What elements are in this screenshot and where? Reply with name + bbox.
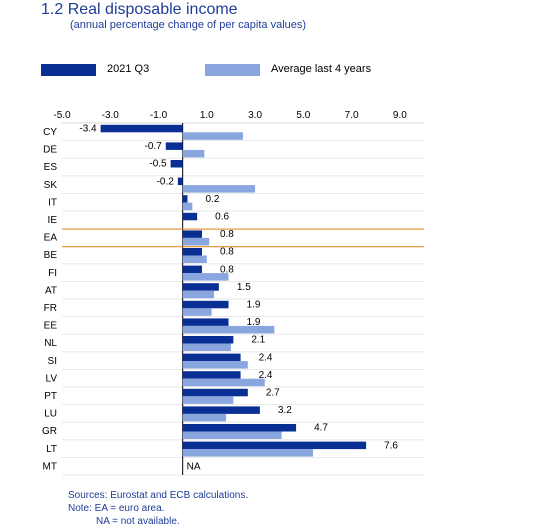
x-tick-label: 1.0 — [200, 110, 214, 121]
data-label: 1.9 — [247, 300, 261, 311]
bar-2021q3 — [182, 230, 202, 238]
bar-average — [182, 290, 215, 299]
x-tick-label: 7.0 — [345, 110, 359, 121]
bar-average — [182, 149, 205, 158]
data-label: 0.8 — [220, 264, 234, 275]
bar-average — [182, 185, 256, 193]
category-label: SI — [48, 356, 57, 367]
bar-average — [182, 237, 210, 246]
x-tick-label: 5.0 — [296, 110, 310, 121]
category-label: MT — [43, 461, 57, 472]
category-label: DE — [43, 145, 57, 156]
category-label: LU — [44, 409, 57, 420]
x-tick-label: -1.0 — [150, 110, 168, 121]
category-label: NL — [44, 338, 57, 349]
data-label: 0.2 — [205, 194, 219, 205]
chart-title: 1.2 Real disposable income — [41, 1, 238, 18]
data-label: -0.2 — [157, 176, 175, 187]
category-label: GR — [42, 426, 57, 437]
bar-2021q3 — [182, 336, 234, 344]
category-label: IT — [48, 197, 57, 208]
bar-average — [182, 202, 193, 211]
note-na-text: NA = not available. — [96, 516, 180, 527]
category-label: PT — [44, 391, 57, 402]
category-label: EA — [44, 233, 58, 244]
category-label: IE — [48, 215, 58, 226]
bar-2021q3 — [100, 124, 183, 133]
bar-2021q3 — [182, 424, 297, 432]
bar-2021q3 — [170, 160, 183, 168]
data-label: 3.2 — [278, 405, 292, 416]
category-label: CY — [43, 127, 57, 138]
bar-average — [182, 132, 243, 140]
category-label: LV — [46, 373, 58, 384]
data-label: -0.5 — [149, 159, 167, 170]
bar-average — [182, 273, 229, 281]
source-notes: Sources: Eurostat and ECB calculations. … — [68, 489, 248, 528]
data-label: -0.7 — [145, 141, 163, 152]
category-label: FI — [48, 268, 57, 279]
data-label: 0.6 — [215, 212, 229, 223]
data-label: NA — [187, 461, 201, 472]
data-label: 2.4 — [259, 370, 273, 381]
data-label: -3.4 — [79, 124, 97, 135]
category-label: FR — [44, 303, 57, 314]
bar-2021q3 — [182, 265, 202, 274]
data-label: 0.8 — [220, 229, 234, 240]
bar-average — [182, 308, 212, 316]
legend-swatch-average — [205, 64, 260, 76]
bar-2021q3 — [182, 371, 241, 379]
legend-label-average: Average last 4 years — [271, 63, 372, 75]
bar-average — [182, 431, 282, 439]
bar-2021q3 — [182, 248, 202, 256]
bar-average — [182, 449, 313, 457]
data-label: 2.4 — [259, 352, 273, 363]
data-label: 0.8 — [220, 247, 234, 258]
bar-2021q3 — [165, 142, 183, 150]
x-tick-label: 3.0 — [248, 110, 262, 121]
category-label: SK — [44, 180, 58, 191]
data-label: 1.5 — [237, 282, 251, 293]
bar-2021q3 — [182, 353, 241, 362]
data-label: 4.7 — [314, 423, 328, 434]
data-label: 1.9 — [247, 317, 261, 328]
data-label: 2.7 — [266, 388, 280, 399]
category-label: EE — [44, 321, 58, 332]
bar-2021q3 — [182, 388, 248, 397]
bar-average — [182, 361, 248, 369]
bar-average — [182, 325, 275, 334]
bar-2021q3 — [177, 177, 183, 186]
bar-2021q3 — [182, 195, 188, 203]
bar-2021q3 — [182, 300, 229, 309]
bar-average — [182, 255, 207, 263]
x-tick-label: -3.0 — [102, 110, 120, 121]
bar-average — [182, 343, 231, 351]
bar-average — [182, 396, 234, 404]
category-label: AT — [45, 285, 57, 296]
bar-average — [182, 378, 265, 387]
bar-2021q3 — [182, 406, 260, 414]
x-tick-label: -5.0 — [53, 110, 71, 121]
legend-swatch-2021q3 — [41, 64, 96, 76]
bar-2021q3 — [182, 318, 229, 326]
chart-subtitle: (annual percentage change of per capita … — [70, 19, 307, 31]
bar-2021q3 — [182, 212, 198, 221]
data-label: 7.6 — [384, 440, 398, 451]
category-label: ES — [44, 162, 58, 173]
bar-2021q3 — [182, 441, 367, 450]
bar-2021q3 — [182, 283, 219, 291]
data-label: 2.1 — [251, 335, 265, 346]
legend-label-2021q3: 2021 Q3 — [107, 63, 150, 75]
x-tick-label: 9.0 — [393, 110, 407, 121]
note-text: Note: EA = euro area. — [68, 503, 165, 514]
category-label: LT — [46, 444, 57, 455]
sources-text: Sources: Eurostat and ECB calculations. — [68, 490, 249, 501]
bar-average — [182, 413, 227, 422]
category-label: BE — [44, 250, 58, 261]
